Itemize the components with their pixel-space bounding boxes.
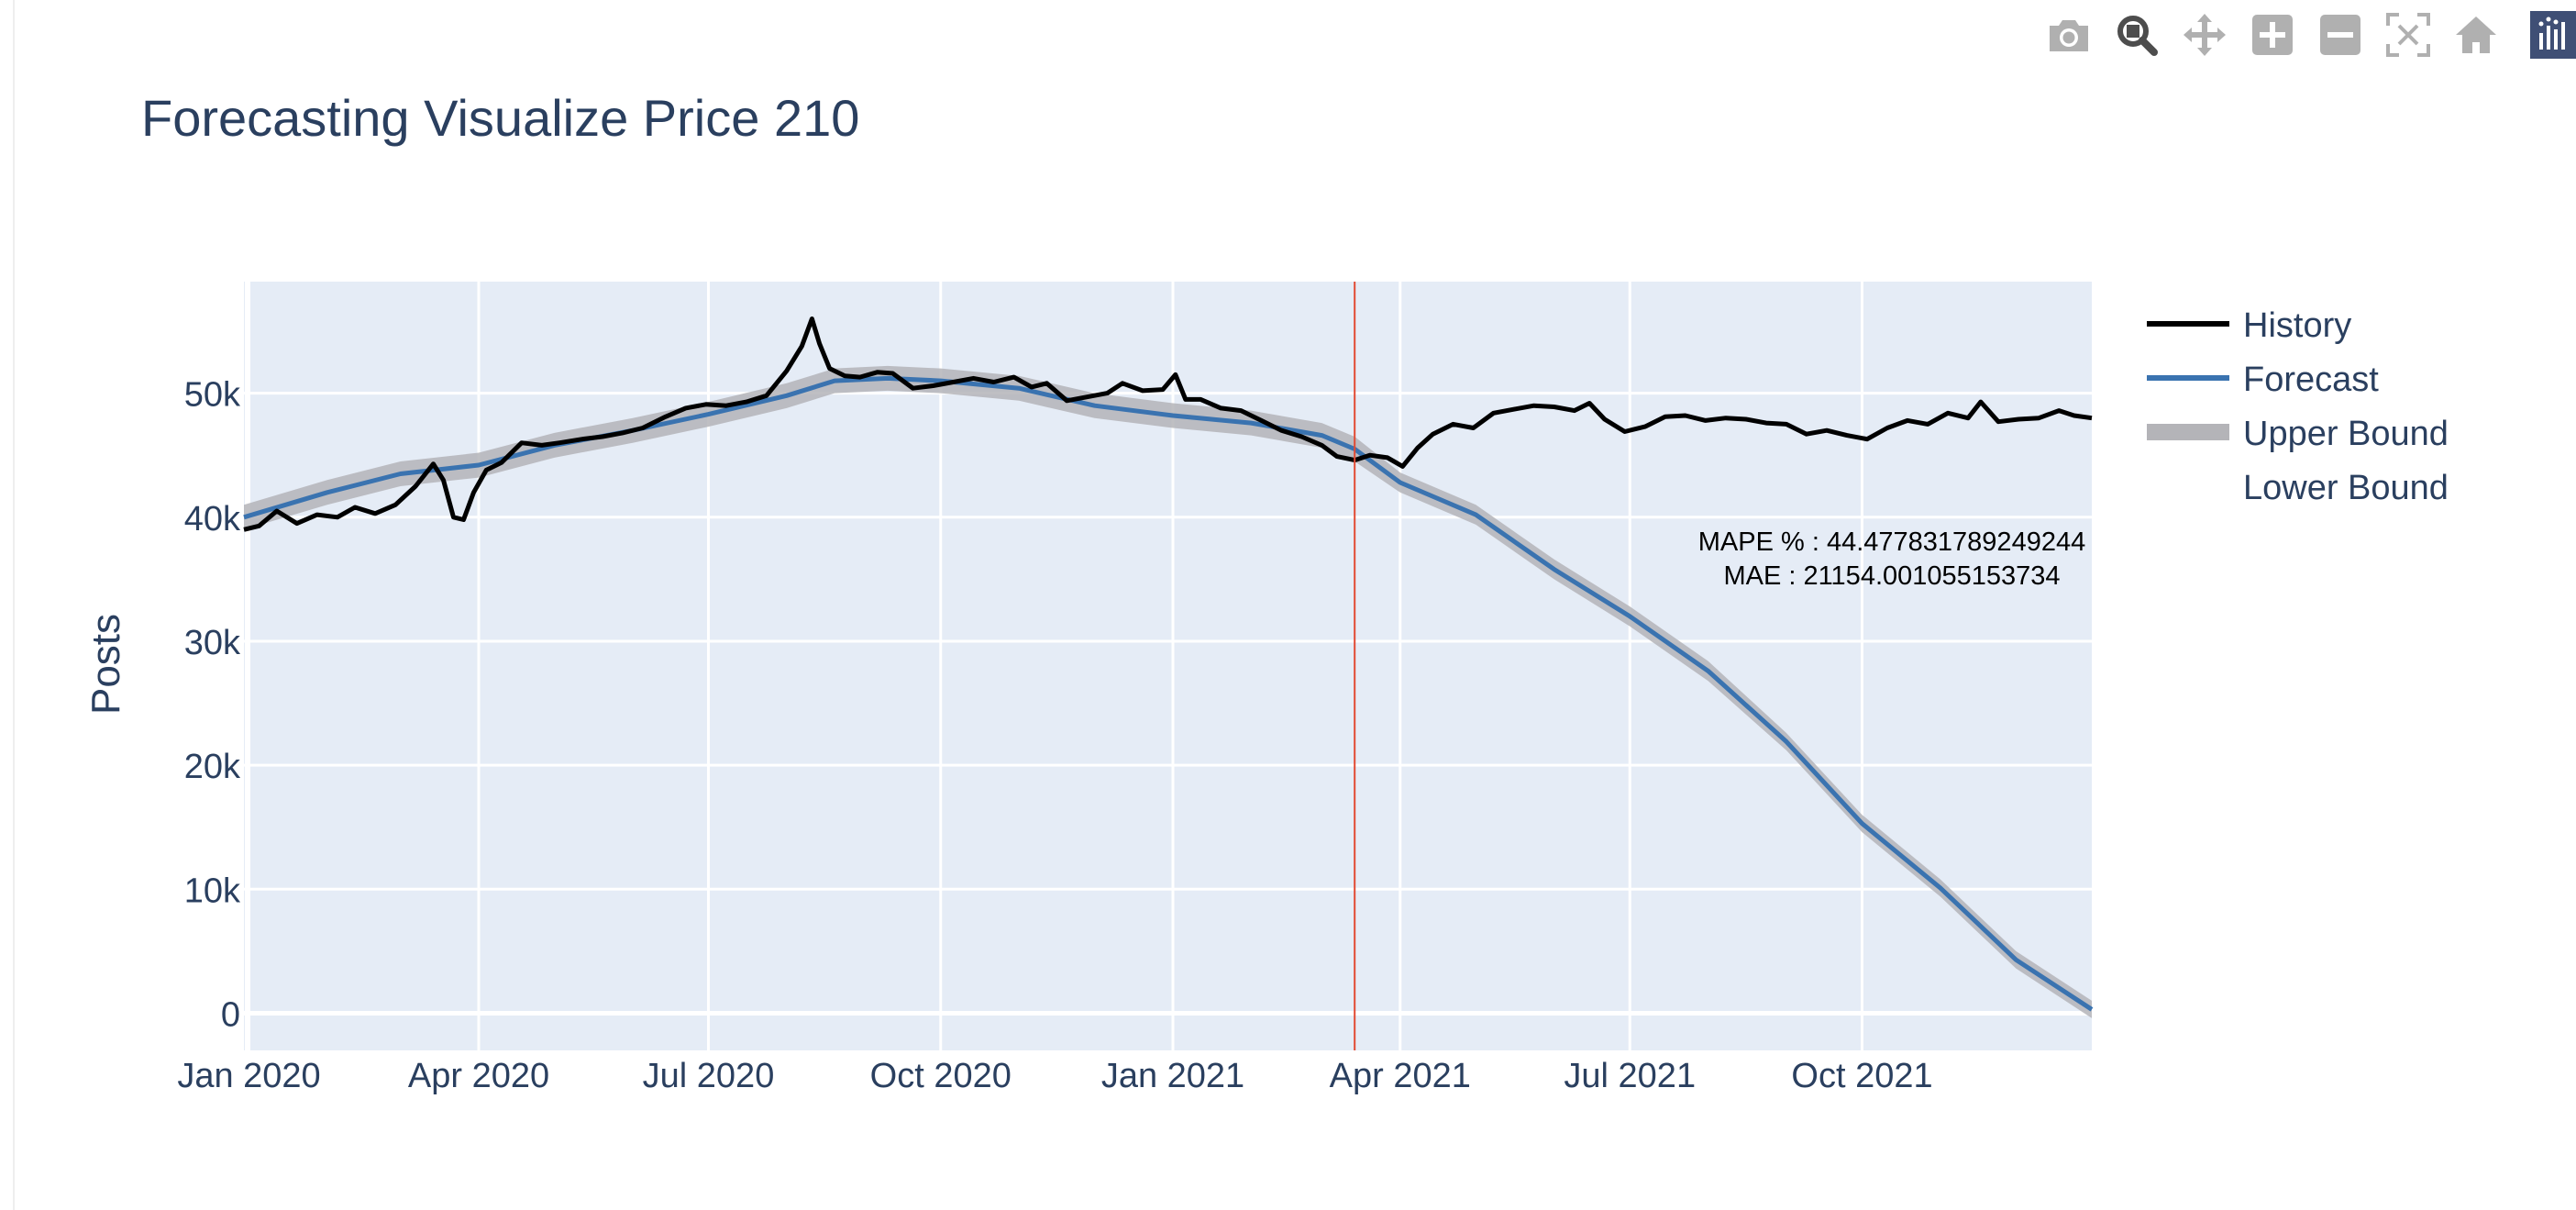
y-axis: 0 10k 20k 30k 40k 50k — [184, 376, 241, 1035]
x-tick-label: Jul 2021 — [1564, 1057, 1696, 1095]
forecast-chart: Forecasting Visualize Price 210 Jan 2020… — [83, 89, 2449, 1095]
series-lines — [243, 282, 2094, 1050]
x-tick-label: Oct 2021 — [1791, 1057, 1932, 1095]
zoom-icon[interactable] — [2103, 7, 2171, 62]
home-icon[interactable] — [2442, 7, 2510, 62]
x-tick-label: Jan 2021 — [1101, 1057, 1244, 1095]
legend-item[interactable]: History — [2147, 306, 2351, 345]
y-tick-label: 10k — [184, 871, 241, 910]
zoom-in-icon[interactable] — [2239, 7, 2306, 62]
legend-item[interactable]: Upper Bound — [2147, 415, 2449, 453]
y-tick-label: 40k — [184, 500, 241, 538]
legend[interactable]: History Forecast Upper Bound Lower Bound — [2147, 306, 2449, 507]
plot-area[interactable] — [244, 282, 2092, 1050]
y-tick-label: 0 — [221, 995, 240, 1034]
y-tick-label: 30k — [184, 624, 241, 662]
x-tick-label: Jan 2020 — [177, 1057, 320, 1095]
upper-lower-bound-band — [244, 365, 2092, 1018]
confidence-band — [244, 365, 2092, 1018]
x-tick-label: Oct 2020 — [870, 1057, 1012, 1095]
chart-title: Forecasting Visualize Price 210 — [141, 89, 859, 147]
y-axis-title: Posts — [83, 614, 128, 715]
autoscale-icon[interactable] — [2374, 7, 2442, 62]
error-metrics-annotation: MAPE % : 44.477831789249244 MAE : 21154.… — [1698, 527, 2085, 591]
x-axis: Jan 2020 Apr 2020 Jul 2020 Oct 2020 Jan 2021… — [177, 1057, 1932, 1095]
y-tick-label: 50k — [184, 376, 241, 415]
x-tick-label: Apr 2021 — [1330, 1057, 1471, 1095]
x-tick-label: Jul 2020 — [643, 1057, 775, 1095]
mape-annotation: MAPE % : 44.477831789249244 — [1698, 527, 2085, 557]
pan-icon[interactable] — [2171, 7, 2239, 62]
legend-label: History — [2243, 306, 2351, 345]
y-tick-label: 20k — [184, 748, 241, 786]
x-tick-label: Apr 2020 — [408, 1057, 549, 1095]
legend-label: Forecast — [2243, 361, 2379, 399]
camera-icon[interactable] — [2035, 7, 2103, 62]
history-line — [243, 316, 2093, 532]
legend-label: Upper Bound — [2243, 415, 2449, 453]
grid-lines — [244, 282, 2092, 1050]
mae-annotation: MAE : 21154.001055153734 — [1723, 561, 2060, 591]
legend-label: Lower Bound — [2243, 469, 2449, 507]
legend-item[interactable]: Forecast — [2147, 361, 2379, 399]
chart-frame: Forecasting Visualize Price 210 Jan 2020… — [13, 0, 2576, 1210]
zoom-out-icon[interactable] — [2306, 7, 2374, 62]
modebar — [2035, 7, 2576, 62]
plotly-logo-icon[interactable] — [2530, 11, 2576, 59]
legend-item[interactable]: Lower Bound — [2243, 469, 2449, 507]
